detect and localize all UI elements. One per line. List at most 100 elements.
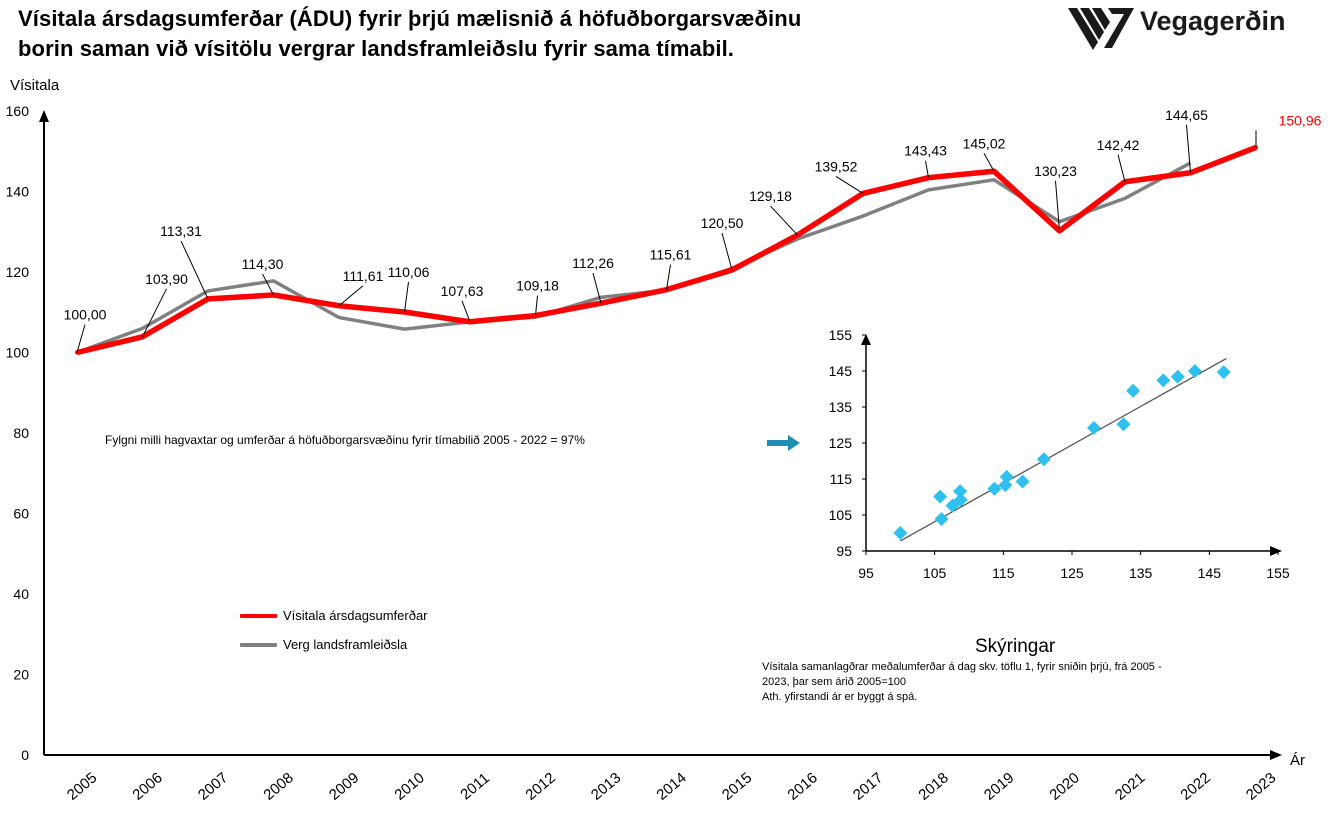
scatter-y-tick-label: 155 xyxy=(829,327,853,343)
scatter-point xyxy=(1015,474,1030,489)
data-label: 113,31 xyxy=(160,223,202,239)
x-tick-label: 2022 xyxy=(1177,769,1213,803)
legend-swatch-gdp xyxy=(240,642,277,647)
scatter-x-tick-label: 155 xyxy=(1266,565,1290,581)
scatter-point xyxy=(1170,369,1185,384)
data-label: 112,26 xyxy=(572,255,614,271)
scatter-y-tick-label: 145 xyxy=(829,363,853,379)
scatter-point xyxy=(1126,383,1141,398)
y-tick-label: 40 xyxy=(13,586,29,602)
legend-item-traffic: Vísitala ársdagsumferðar xyxy=(240,608,428,623)
y-tick-label: 140 xyxy=(6,184,30,200)
data-label-leader xyxy=(983,153,995,172)
x-tick-label: 2023 xyxy=(1243,769,1279,803)
y-tick-label: 160 xyxy=(6,103,30,119)
x-tick-label: 2010 xyxy=(391,769,427,803)
scatter-x-tick-label: 135 xyxy=(1129,565,1153,581)
data-label: 109,18 xyxy=(516,278,559,294)
scatter-point xyxy=(933,489,948,504)
scatter-x-axis-arrow xyxy=(1270,546,1282,556)
x-tick-label: 2014 xyxy=(653,769,689,803)
data-label: 111,61 xyxy=(343,268,384,284)
scatter-point xyxy=(934,511,949,526)
x-tick-label: 2008 xyxy=(260,769,296,803)
data-label-leader xyxy=(1117,154,1126,182)
scatter-point xyxy=(1036,452,1051,467)
data-label: 139,52 xyxy=(815,158,858,174)
data-label-leader xyxy=(461,300,471,322)
x-tick-label: 2012 xyxy=(522,769,558,803)
arrow-right-icon xyxy=(767,435,800,451)
x-axis-title: Ár xyxy=(1290,752,1305,769)
legend-swatch-traffic xyxy=(240,613,277,618)
data-label: 142,42 xyxy=(1097,137,1140,153)
logo-text: Vegagerðin xyxy=(1140,6,1286,36)
y-tick-label: 0 xyxy=(21,747,29,763)
chart-title: Vísitala ársdagsumferðar (ÁDU) fyrir þrj… xyxy=(18,4,978,64)
data-label: 150,96 xyxy=(1279,112,1322,128)
explanation-line-1: Vísitala samanlagðrar meðalumferðar á da… xyxy=(762,661,1162,673)
data-label-leader xyxy=(76,324,86,353)
y-axis-arrow xyxy=(39,110,49,122)
x-tick-label: 2005 xyxy=(64,769,100,803)
x-tick-label: 2016 xyxy=(784,769,820,803)
x-tick-label: 2018 xyxy=(915,769,951,803)
scatter-x-tick-label: 105 xyxy=(923,565,947,581)
y-tick-label: 80 xyxy=(13,425,29,441)
data-label-leader xyxy=(142,288,167,338)
x-tick-label: 2011 xyxy=(457,770,493,804)
scatter-y-tick-label: 125 xyxy=(829,435,853,451)
x-tick-label: 2017 xyxy=(850,769,886,803)
data-label-leader xyxy=(262,273,274,296)
x-tick-label: 2020 xyxy=(1046,769,1082,803)
y-tick-label: 100 xyxy=(6,345,30,361)
scatter-y-tick-label: 95 xyxy=(836,543,852,559)
data-label-leader xyxy=(404,281,409,313)
x-tick-label: 2009 xyxy=(326,769,362,803)
data-label-leader xyxy=(1186,124,1191,173)
explanation-heading: Skýringar xyxy=(975,636,1056,657)
x-tick-label: 2013 xyxy=(588,769,624,803)
x-tick-label: 2021 xyxy=(1112,769,1148,803)
scatter-point xyxy=(987,481,1002,496)
data-label: 114,30 xyxy=(242,256,284,272)
explanation-line-3: Ath. yfirstandi ár er byggt á spá. xyxy=(762,691,918,703)
data-label: 143,43 xyxy=(904,143,947,159)
legend-label-traffic: Vísitala ársdagsumferðar xyxy=(283,608,428,623)
scatter-point xyxy=(1116,417,1131,432)
y-axis-title: Vísitala xyxy=(10,77,60,94)
x-tick-label: 2007 xyxy=(195,769,231,803)
scatter-point xyxy=(953,492,968,507)
data-label: 145,02 xyxy=(963,135,1006,151)
data-label-leader xyxy=(666,264,671,290)
explanation-line-2: 2023, þar sem árið 2005=100 xyxy=(762,676,907,688)
explanation-text: Vísitala samanlagðrar meðalumferðar á da… xyxy=(762,660,1292,705)
data-label: 110,06 xyxy=(388,264,430,280)
data-label: 100,00 xyxy=(64,307,107,323)
legend-label-gdp: Verg landsframleiðsla xyxy=(283,637,408,652)
data-label-leader xyxy=(925,160,929,178)
y-tick-label: 60 xyxy=(13,506,29,522)
scatter-y-axis-arrow xyxy=(861,334,871,345)
data-label-leader xyxy=(592,273,602,304)
scatter-x-tick-label: 95 xyxy=(858,565,874,581)
data-label-leader xyxy=(338,285,364,307)
scatter-point xyxy=(999,469,1014,484)
data-label: 144,65 xyxy=(1165,107,1208,123)
scatter-y-tick-label: 105 xyxy=(829,507,853,523)
data-label: 120,50 xyxy=(701,215,744,231)
scatter-y-tick-label: 115 xyxy=(830,471,853,487)
scatter-point xyxy=(1216,365,1231,380)
data-label: 129,18 xyxy=(749,188,792,204)
scatter-point xyxy=(1156,373,1171,388)
vegagerdin-logo-icon xyxy=(1068,8,1134,50)
main-chart-labels: 100,00 103,90 113,31 114,30 111,61 110,06 107,… xyxy=(64,107,1322,353)
x-tick-label: 2015 xyxy=(719,769,755,803)
x-tick-label: 2019 xyxy=(981,769,1017,803)
data-label-leader xyxy=(1055,180,1060,231)
data-label: 115,61 xyxy=(650,247,692,263)
data-label: 103,90 xyxy=(145,271,188,287)
x-tick-label: 2006 xyxy=(129,769,165,803)
chart-title-line-2: borin saman við vísitölu vergrar landsfr… xyxy=(18,36,735,61)
